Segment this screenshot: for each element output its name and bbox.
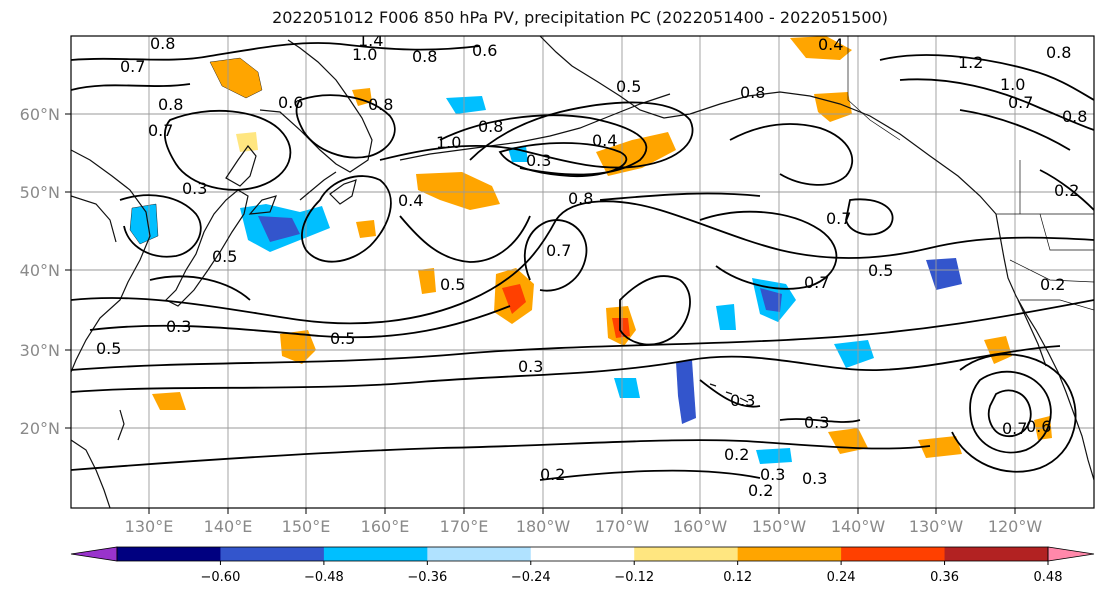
contour-label: 0.2 — [540, 465, 565, 484]
contour-label: 0.8 — [1062, 107, 1087, 126]
contour-label: 0.3 — [804, 413, 829, 432]
contour-label: 0.8 — [478, 117, 503, 136]
colorbar-tick-label: 0.36 — [930, 570, 959, 585]
colorbar-tick-label: −0.12 — [614, 570, 654, 585]
map-title: 2022051012 F006 850 hPa PV, precipitatio… — [272, 8, 888, 27]
colorbar-tick-label: 0.24 — [827, 570, 856, 585]
contour-label: 0.6 — [472, 41, 497, 60]
colorbar-tick-label: −0.60 — [201, 570, 241, 585]
contour-label: 0.8 — [1046, 43, 1071, 62]
contour-label: 0.7 — [1008, 93, 1033, 112]
map-border — [70, 35, 1095, 509]
contour-label: 0.7 — [1002, 419, 1027, 438]
contour-label: 0.5 — [330, 329, 355, 348]
contour-label: 0.6 — [1026, 417, 1051, 436]
lon-label: 170°W — [595, 517, 650, 536]
contour-label: 0.8 — [740, 83, 765, 102]
contour-label: 0.3 — [518, 357, 543, 376]
contour-label: 0.3 — [730, 391, 755, 410]
contour-label: 0.4 — [818, 35, 843, 54]
lon-label: 150°W — [752, 517, 807, 536]
lon-label: 180°W — [516, 517, 571, 536]
lon-label: 160°W — [673, 517, 728, 536]
contour-label: 0.3 — [182, 179, 207, 198]
lon-label: 140°E — [204, 517, 253, 536]
contour-label: 0.2 — [1054, 181, 1079, 200]
colorbar-tick-label: −0.48 — [304, 570, 344, 585]
lat-label: 20°N — [20, 419, 60, 438]
graticule — [71, 36, 1094, 508]
lon-label: 120°W — [988, 517, 1043, 536]
contour-label: 0.8 — [368, 95, 393, 114]
contour-label: 0.3 — [760, 465, 785, 484]
contour-label: 0.5 — [96, 339, 121, 358]
coastlines — [71, 36, 1094, 508]
contour-label: 0.8 — [150, 34, 175, 53]
contour-label: 0.7 — [120, 57, 145, 76]
lat-label: 60°N — [20, 105, 60, 124]
colorbar-tick-label: −0.36 — [407, 570, 447, 585]
lat-label: 40°N — [20, 261, 60, 280]
colorbar: −0.60 −0.48 −0.36 −0.24 −0.12 0.12 0.24 0.36 0.4… — [70, 546, 1095, 585]
contour-label: 1.4 — [358, 31, 383, 50]
lat-label: 30°N — [20, 341, 60, 360]
colorbar-extend-low — [70, 546, 118, 562]
contour-label: 0.6 — [278, 93, 303, 112]
colorbar-outline — [116, 546, 1049, 562]
contour-label: 1.0 — [436, 133, 461, 152]
contour-label: 0.5 — [440, 275, 465, 294]
contour-label: 1.0 — [1000, 75, 1025, 94]
colorbar-segment — [220, 547, 325, 561]
longitude-axis: 130°E 140°E 150°E 160°E 170°E 180°W 170°… — [125, 508, 1043, 536]
lon-label: 130°W — [909, 517, 964, 536]
contour-label: 0.7 — [148, 121, 173, 140]
colorbar-extend-high — [1047, 546, 1095, 562]
lon-label: 150°E — [282, 517, 331, 536]
contour-label: 0.2 — [724, 445, 749, 464]
lat-label: 50°N — [20, 183, 60, 202]
contour-label: 0.7 — [546, 241, 571, 260]
contour-label: 0.8 — [412, 47, 437, 66]
contour-label: 0.3 — [802, 469, 827, 488]
contour-label: 0.3 — [526, 151, 551, 170]
colorbar-segment — [427, 547, 532, 561]
contour-label: 0.8 — [568, 189, 593, 208]
colorbar-segment — [944, 547, 1049, 561]
colorbar-tick-label: 0.48 — [1034, 570, 1063, 585]
contour-label: 0.5 — [212, 247, 237, 266]
contour-label: 0.2 — [1040, 275, 1065, 294]
colorbar-segment — [634, 547, 739, 561]
colorbar-segment — [117, 547, 221, 561]
colorbar-segment — [530, 547, 635, 561]
political-borders — [847, 36, 1094, 311]
contour-labels: 0.8 1.4 1.0 0.8 0.6 0.7 0.8 0.6 0.7 1.0 … — [96, 31, 1087, 500]
lon-label: 130°E — [125, 517, 174, 536]
contour-label: 0.7 — [804, 273, 829, 292]
contour-label: 0.4 — [592, 131, 617, 150]
contour-label: 0.5 — [868, 261, 893, 280]
pv-contours — [71, 42, 1094, 481]
contour-label: 0.3 — [166, 317, 191, 336]
contour-label: 0.5 — [616, 77, 641, 96]
contour-label: 0.7 — [826, 209, 851, 228]
colorbar-segment — [737, 547, 842, 561]
contour-label: 1.0 — [352, 45, 377, 64]
latitude-axis: 60°N 50°N 40°N 30°N 20°N — [20, 105, 71, 438]
colorbar-tick-label: −0.24 — [511, 570, 551, 585]
map-area — [71, 36, 1094, 508]
contour-label: 0.2 — [748, 481, 773, 500]
lon-label: 140°W — [831, 517, 886, 536]
lon-label: 160°E — [361, 517, 410, 536]
contour-label: 0.8 — [158, 95, 183, 114]
contour-label: 1.2 — [958, 53, 983, 72]
colorbar-segment — [841, 547, 946, 561]
colorbar-tick-label: 0.12 — [723, 570, 752, 585]
contour-label: 0.4 — [398, 191, 423, 210]
lon-label: 170°E — [440, 517, 489, 536]
colorbar-segment — [323, 547, 428, 561]
